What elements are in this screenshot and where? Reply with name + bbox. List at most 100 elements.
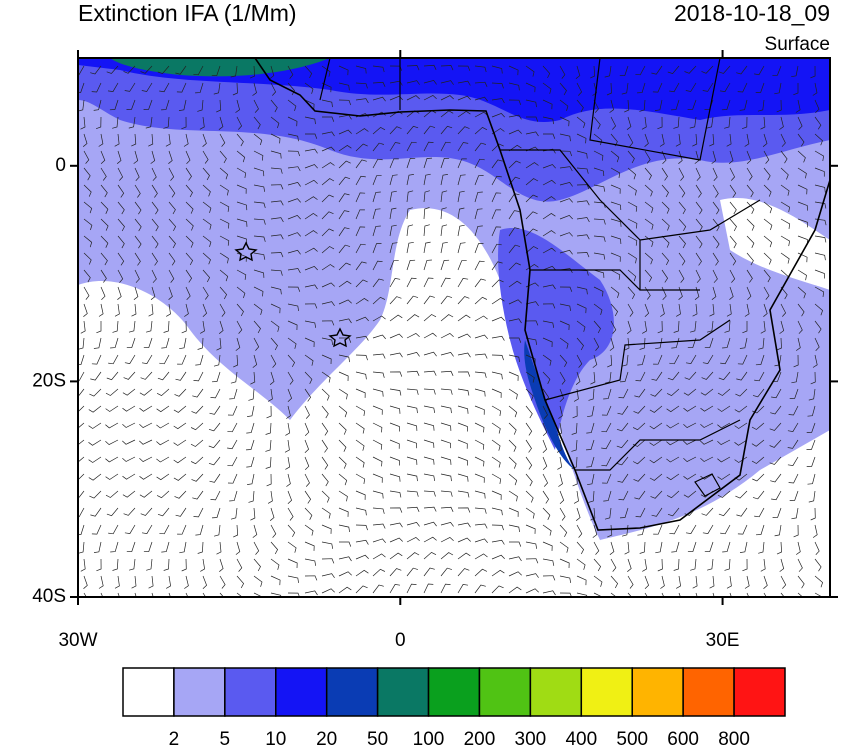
wind-barb [270, 116, 280, 129]
wind-barb [139, 405, 153, 412]
wind-barb [742, 558, 748, 572]
wind-barb [508, 210, 520, 220]
wind-barb [355, 507, 367, 516]
wind-barb [78, 405, 85, 413]
wind-barb [159, 82, 170, 93]
wind-barb [322, 116, 335, 122]
wind-barb [735, 388, 748, 397]
wind-barb [457, 260, 467, 271]
wind-barb [406, 506, 420, 512]
wind-barb [814, 99, 820, 113]
wind-barb [576, 592, 588, 597]
wind-barb [146, 558, 153, 571]
wind-barb [423, 388, 436, 395]
colorbar-label: 400 [565, 729, 597, 750]
wind-barb [181, 558, 187, 572]
wind-barb [253, 201, 266, 208]
wind-barb [440, 207, 447, 220]
wind-barb [106, 507, 119, 517]
wind-barb [117, 286, 122, 300]
wind-barb [150, 286, 156, 300]
wind-barb [683, 405, 697, 412]
wind-barb [542, 337, 553, 348]
wind-barb [423, 370, 437, 376]
wind-barb [593, 184, 606, 192]
wind-barb [133, 286, 139, 300]
wind-barb [440, 405, 452, 414]
wind-barb [389, 333, 403, 339]
wind-barb [673, 558, 680, 571]
wind-barb [83, 592, 87, 597]
lon-tick-label: 30E [706, 630, 740, 651]
wind-barb [338, 99, 352, 106]
wind-barb [114, 575, 120, 589]
wind-barb [685, 82, 697, 92]
wind-barb [746, 167, 753, 181]
wind-barb [338, 318, 352, 324]
wind-barb [230, 507, 238, 520]
wind-barb [321, 388, 330, 401]
wind-barb [108, 524, 119, 535]
wind-barb [177, 524, 187, 535]
colorbar-box [325, 667, 379, 717]
wind-barb [639, 541, 646, 554]
wind-barb [508, 388, 518, 400]
wind-barb [572, 405, 578, 419]
wind-barb [338, 262, 351, 271]
wind-barb [744, 133, 750, 147]
wind-barb [116, 150, 122, 164]
colorbar-box [733, 667, 786, 717]
wind-barb [338, 82, 350, 91]
wind-barb [406, 583, 417, 594]
wind-barb [96, 321, 102, 334]
wind-barb [440, 439, 452, 449]
wind-barb [690, 320, 697, 333]
wind-barb [440, 95, 454, 101]
wind-barb [655, 541, 663, 554]
wind-barb [423, 473, 436, 481]
wind-barb [389, 473, 401, 482]
colorbar-box [376, 667, 430, 717]
wind-barb [219, 592, 224, 597]
wind-barb [590, 507, 596, 521]
wind-barb [576, 541, 585, 555]
wind-barb [607, 354, 613, 368]
wind-barb [793, 83, 799, 96]
wind-barb [78, 507, 85, 518]
wind-barb [321, 178, 335, 186]
wind-barb [752, 490, 765, 500]
wind-barb [304, 558, 317, 566]
wind-barb [610, 558, 617, 572]
wind-barb [649, 439, 663, 446]
wind-barb [678, 235, 686, 249]
wind-barb [627, 133, 634, 147]
wind-barb [776, 541, 782, 555]
wind-barb [619, 65, 629, 77]
wind-barb [717, 422, 731, 429]
wind-barb [146, 320, 153, 333]
wind-barb [105, 405, 119, 412]
wind-barb [571, 456, 578, 469]
wind-barb [508, 439, 517, 452]
wind-barb [559, 82, 567, 96]
wind-barb [267, 388, 273, 402]
wind-barb [601, 422, 612, 433]
wind-barb [559, 150, 573, 157]
wind-barb [700, 388, 714, 396]
wind-barb [338, 176, 351, 186]
shade-very-high [110, 58, 330, 77]
wind-barb [270, 217, 284, 223]
wind-barb [156, 490, 170, 499]
wind-barb [355, 297, 369, 305]
wind-barb [246, 422, 255, 434]
wind-barb [148, 303, 154, 317]
wind-barb [793, 524, 799, 538]
wind-barb [746, 150, 752, 164]
wind-barb [100, 269, 107, 283]
wind-barb [287, 303, 299, 312]
wind-barb [355, 456, 365, 468]
wind-barb [406, 456, 418, 465]
wind-barb [355, 261, 367, 271]
wind-barb [624, 99, 630, 113]
map-plot [78, 58, 830, 597]
